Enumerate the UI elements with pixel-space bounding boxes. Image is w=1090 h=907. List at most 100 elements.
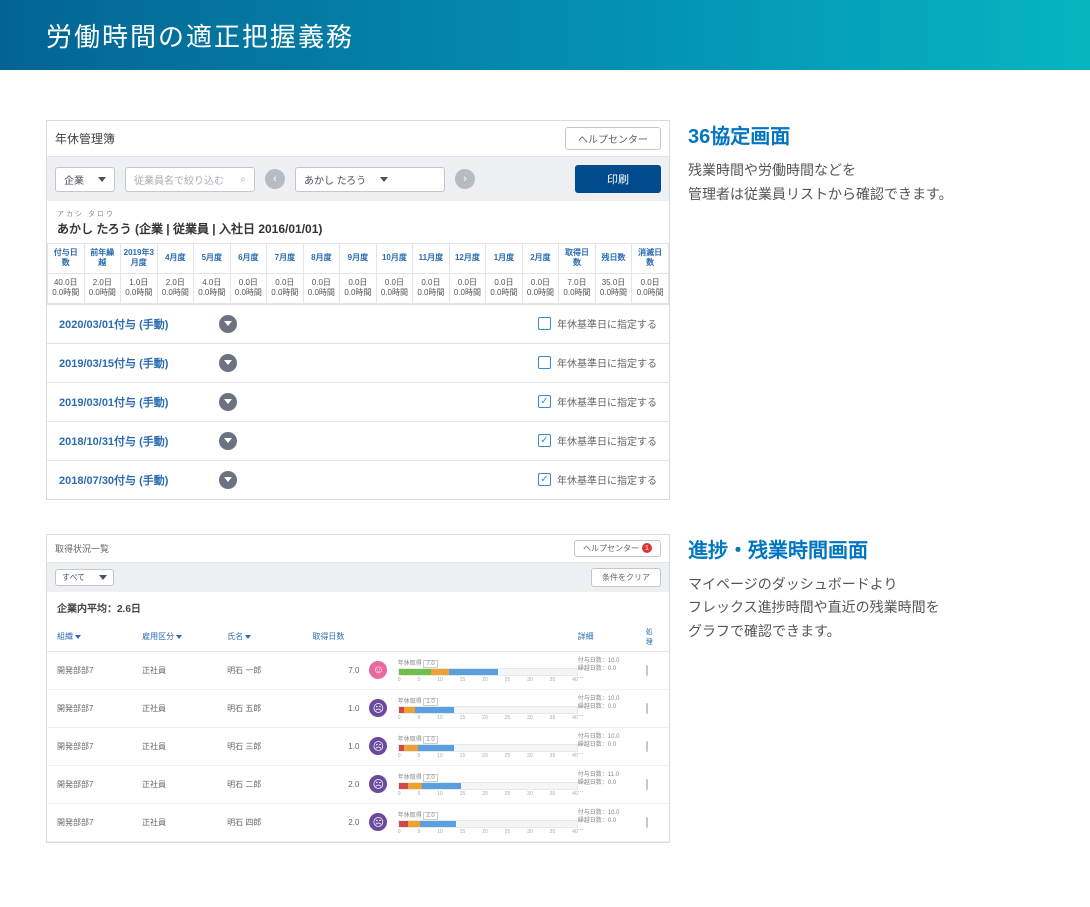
status-face-icon: ☺ [369,661,387,679]
row-checkbox[interactable] [646,817,648,828]
cell-type: 正社員 [142,741,227,752]
table-col-header: 取得日数 [559,244,596,274]
org-dropdown-label: 企業 [64,172,84,187]
employee-header: アカシ タロウ あかし たろう (企業 | 従業員 | 入社日 2016/01/… [47,201,669,243]
row-checkbox[interactable] [646,741,648,752]
col-action: 処理 [646,627,659,647]
grant-date-label: 2020/03/01付与 (手動) [59,316,219,332]
table-col-header: 消滅日数 [632,244,669,274]
cell-info: 付与日数：10.0繰越日数：0.0… [578,734,646,757]
expand-button[interactable] [219,471,237,489]
cell-type: 正社員 [142,779,227,790]
col-dept[interactable]: 組織 [57,627,142,647]
expand-button[interactable] [219,432,237,450]
clear-filter-button[interactable]: 条件をクリア [591,568,661,587]
page-banner: 労働時間の適正把握義務 [0,0,1090,70]
col-type[interactable]: 雇用区分 [142,627,227,647]
table-cell: 35.0日0.0時間 [595,273,632,303]
grant-entry-row: 2018/07/30付与 (手動) 年休基準日に指定する [47,460,669,499]
cell-type: 正社員 [142,817,227,828]
table-cell: 7.0日0.0時間 [559,273,596,303]
reference-date-checkbox[interactable] [538,317,551,330]
progress-bar: 年休取得 7.0 0510152025303540 [398,658,578,683]
cell-info: 付与日数：11.0繰越日数：0.0… [578,772,646,795]
print-button[interactable]: 印刷 [575,165,661,193]
progress-bar: 年休取得 1.0 0510152025303540 [398,734,578,759]
reference-date-label: 年休基準日に指定する [557,355,657,370]
expand-button[interactable] [219,393,237,411]
employee-dropdown[interactable]: あかし たろう [295,167,445,192]
employee-row: 開発部部7 正社員 明石 四郎 2.0 ☹ 年休取得 2.0 051015202… [47,804,669,842]
employee-search-input[interactable]: 従業員名で絞り込む⌕ [125,167,255,192]
status-face-icon: ☹ [369,737,387,755]
org-dropdown[interactable]: 企業 [55,167,115,192]
help-center-button-2[interactable]: ヘルプセンター1 [574,540,661,557]
table-cell: 0.0日0.0時間 [413,273,450,303]
table-col-header: 2月度 [522,244,559,274]
col-name[interactable]: 氏名 [227,627,312,647]
table-cell: 40.0日0.0時間 [48,273,85,303]
cell-dept: 開発部部7 [57,741,142,752]
reference-date-label: 年休基準日に指定する [557,394,657,409]
cell-type: 正社員 [142,703,227,714]
status-face-icon: ☹ [369,775,387,793]
cell-days: 7.0 [312,666,369,675]
table-col-header: 10月度 [376,244,413,274]
table-col-header: 9月度 [340,244,377,274]
cell-dept: 開発部部7 [57,817,142,828]
table-cell: 4.0日0.0時間 [194,273,231,303]
grant-date-label: 2019/03/15付与 (手動) [59,355,219,371]
progress-bar: 年休取得 2.0 0510152025303540 [398,772,578,797]
cell-days: 1.0 [312,704,369,713]
notification-badge: 1 [642,543,652,553]
employee-row: 開発部部7 正社員 明石 二郎 2.0 ☹ 年休取得 2.0 051015202… [47,766,669,804]
reference-date-checkbox[interactable] [538,395,551,408]
cell-type: 正社員 [142,665,227,676]
row-checkbox[interactable] [646,779,648,790]
grant-date-label: 2018/10/31付与 (手動) [59,433,219,449]
row-checkbox[interactable] [646,665,648,676]
table-cell: 0.0日0.0時間 [230,273,267,303]
table-header: 組織 雇用区分 氏名 取得日数 詳細 処理 [47,623,669,652]
row-checkbox[interactable] [646,703,648,714]
window-title-2: 取得状況一覧 [55,542,109,555]
sort-icon [176,635,182,639]
table-col-header: 12月度 [449,244,486,274]
chevron-down-icon [380,177,388,182]
section1-heading: 36協定画面 [688,120,1090,149]
table-col-header: 7月度 [267,244,304,274]
status-face-icon: ☹ [369,813,387,831]
grant-entry-row: 2020/03/01付与 (手動) 年休基準日に指定する [47,304,669,343]
table-cell: 2.0日0.0時間 [157,273,194,303]
table-col-header: 前年繰越 [84,244,121,274]
expand-button[interactable] [219,354,237,372]
cell-info: 付与日数：10.0繰越日数：0.0… [578,810,646,833]
reference-date-checkbox[interactable] [538,356,551,369]
page-title: 労働時間の適正把握義務 [46,17,354,54]
cell-dept: 開発部部7 [57,703,142,714]
screenshot-progress-overtime: 取得状況一覧 ヘルプセンター1 すべて 条件をクリア 企業内平均：2.6日 組織… [46,534,670,843]
col-days: 取得日数 [312,627,369,647]
table-col-header: 4月度 [157,244,194,274]
reference-date-label: 年休基準日に指定する [557,316,657,331]
expand-button[interactable] [219,315,237,333]
sort-icon [245,635,251,639]
table-col-header: 1月度 [486,244,523,274]
section2-body: マイページのダッシュボードよりフレックス進捗時間や直近の残業時間をグラフで確認で… [688,573,1090,644]
grant-entry-row: 2018/10/31付与 (手動) 年休基準日に指定する [47,421,669,460]
table-cell: 0.0日0.0時間 [303,273,340,303]
status-face-icon: ☹ [369,699,387,717]
filter-dropdown[interactable]: すべて [55,569,114,586]
table-col-header: 残日数 [595,244,632,274]
reference-date-label: 年休基準日に指定する [557,433,657,448]
section1-body: 残業時間や労働時間などを管理者は従業員リストから確認できます。 [688,159,1090,207]
help-center-button[interactable]: ヘルプセンター [565,127,661,150]
employee-ruby: アカシ タロウ [57,209,659,219]
reference-date-checkbox[interactable] [538,473,551,486]
prev-employee-button[interactable]: ‹ [265,169,285,189]
next-employee-button[interactable]: › [455,169,475,189]
reference-date-checkbox[interactable] [538,434,551,447]
cell-name: 明石 四郎 [227,817,312,828]
section2-heading: 進捗・残業時間画面 [688,534,1090,563]
grant-entry-row: 2019/03/01付与 (手動) 年休基準日に指定する [47,382,669,421]
